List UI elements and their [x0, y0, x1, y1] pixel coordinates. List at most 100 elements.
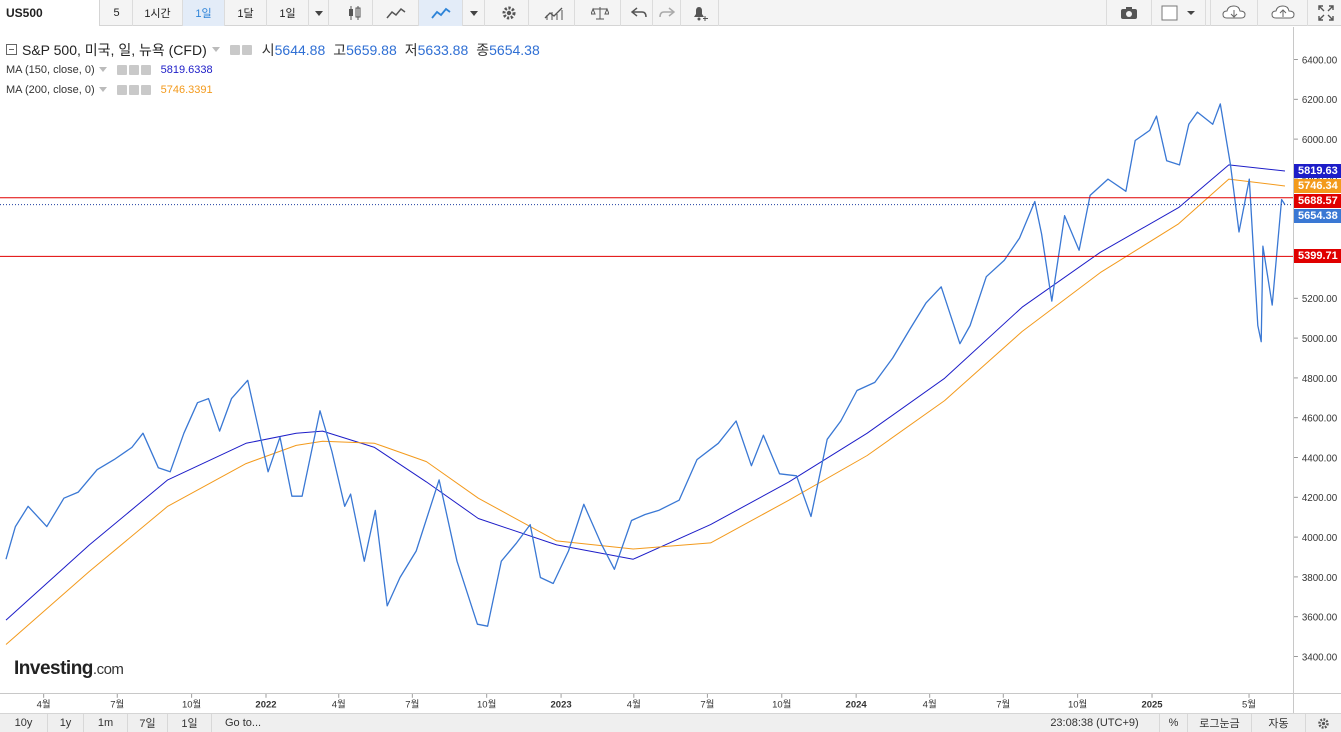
ma150-price-badge: 5819.63 [1294, 164, 1341, 179]
log-scale-toggle[interactable]: 로그눈금 [1188, 714, 1252, 732]
cloud-upload-icon[interactable] [1258, 0, 1308, 26]
ma200-value: 5746.3391 [160, 84, 213, 96]
toolbar: US500 5 1시간 1일 1달 1일 [0, 0, 1341, 26]
ma150-settings-icon[interactable] [128, 65, 139, 75]
y-tick-label: 4800.00 [1302, 374, 1338, 385]
hline-top-price-badge: 5688.57 [1294, 194, 1341, 209]
mountain-chart-icon[interactable] [373, 0, 419, 26]
ma200-visibility-icon[interactable] [116, 85, 127, 95]
symbol-input[interactable]: US500 [0, 0, 100, 26]
y-tick-label: 3800.00 [1302, 573, 1338, 584]
y-tick-label: 6400.00 [1302, 55, 1338, 66]
bottom-bar: 10y 1y 1m 7일 1일 Go to... 23:08:38 (UTC+9… [0, 713, 1341, 732]
axis-corner [1293, 693, 1341, 713]
collapse-box-icon[interactable] [6, 44, 18, 56]
range-7d-button[interactable]: 7일 [128, 714, 168, 732]
price-series-line[interactable] [5, 103, 1286, 627]
price-axis[interactable]: 3400.00 3600.00 3800.00 4000.00 4200.00 4400.… [1293, 27, 1341, 693]
instrument-title: S&P 500, 미국, 일, 뉴욕 (CFD) [22, 42, 207, 58]
range-1m-button[interactable]: 1m [84, 714, 128, 732]
x-tick-label: 4월 [627, 698, 641, 710]
percent-scale-toggle[interactable]: % [1160, 714, 1188, 732]
interval-chevron-down-icon[interactable] [309, 0, 329, 26]
y-tick-label: 4200.00 [1302, 493, 1338, 504]
close-label: 종 [476, 42, 490, 58]
x-tick-label: 2023 [551, 699, 572, 710]
hline-bottom-price-badge: 5399.71 [1294, 249, 1341, 264]
x-tick-label: 7월 [110, 698, 124, 710]
interval-1month-button[interactable]: 1달 [225, 0, 267, 26]
interval-dropdown-button[interactable]: 1일 [267, 0, 309, 26]
interval-1d-button[interactable]: 1일 [183, 0, 225, 26]
ma200-close-icon[interactable] [140, 85, 151, 95]
range-1y-button[interactable]: 1y [48, 714, 84, 732]
background-color-picker[interactable] [1152, 0, 1206, 26]
y-tick-label: 3600.00 [1302, 613, 1338, 624]
ma200-series-line[interactable] [5, 178, 1286, 645]
x-tick-label: 7월 [996, 698, 1010, 710]
ma150-visibility-icon[interactable] [116, 65, 127, 75]
redo-icon[interactable] [653, 0, 681, 26]
ma200-price-badge: 5746.34 [1294, 179, 1341, 194]
close-value: 5654.38 [489, 42, 540, 58]
legend-ma150-row: MA (150, close, 0) 5819.6338 [6, 60, 540, 80]
range-1d-button[interactable]: 1일 [168, 714, 212, 732]
goto-date-button[interactable]: Go to... [225, 717, 262, 729]
y-tick-label: 4600.00 [1302, 414, 1338, 425]
x-tick-label: 4월 [332, 698, 346, 710]
compare-scale-icon[interactable] [579, 0, 621, 26]
axis-settings-gear-icon[interactable] [1306, 714, 1341, 732]
y-tick-label: 6000.00 [1302, 135, 1338, 146]
visibility-icon[interactable] [241, 45, 252, 55]
last-price-badge: 5654.38 [1294, 209, 1341, 224]
ma150-chevron-down-icon[interactable] [98, 67, 109, 73]
interval-1h-button[interactable]: 1시간 [133, 0, 183, 26]
ma150-label: MA (150, close, 0) [6, 64, 95, 76]
y-tick-label: 4000.00 [1302, 533, 1338, 544]
clock-time: 23:08:38 (UTC+9) [1030, 714, 1160, 732]
x-tick-label: 2025 [1141, 699, 1163, 710]
x-tick-label: 7월 [700, 698, 714, 710]
y-tick-label: 5200.00 [1302, 294, 1338, 305]
price-chart[interactable] [0, 27, 1293, 693]
x-tick-label: 10월 [182, 698, 201, 710]
x-tick-label: 4월 [37, 698, 51, 710]
chart-type-chevron-down-icon[interactable] [463, 0, 485, 26]
y-tick-label: 3400.00 [1302, 652, 1338, 663]
title-chevron-down-icon[interactable] [211, 47, 222, 53]
legend-main-row: S&P 500, 미국, 일, 뉴욕 (CFD) 시 5644.88 고 565… [6, 40, 540, 60]
candlestick-chart-icon[interactable] [338, 0, 373, 26]
undo-icon[interactable] [625, 0, 653, 26]
ma200-chevron-down-icon[interactable] [98, 87, 109, 93]
x-tick-label: 2024 [846, 699, 868, 710]
open-label: 시 [261, 42, 275, 58]
x-tick-label: 10월 [1068, 698, 1087, 710]
x-tick-label: 5월 [1242, 698, 1256, 710]
low-value: 5633.88 [417, 42, 469, 58]
ma200-label: MA (200, close, 0) [6, 84, 95, 96]
x-tick-label: 4월 [923, 698, 937, 710]
x-tick-label: 10월 [772, 698, 791, 710]
cloud-download-icon[interactable] [1210, 0, 1258, 26]
ma150-close-icon[interactable] [140, 65, 151, 75]
camera-icon[interactable] [1106, 0, 1152, 26]
y-tick-label: 4400.00 [1302, 453, 1338, 464]
y-tick-label: 6200.00 [1302, 95, 1338, 106]
line-chart-icon[interactable] [419, 0, 463, 26]
fullscreen-icon[interactable] [1310, 0, 1341, 26]
ma200-settings-icon[interactable] [128, 85, 139, 95]
x-tick-label: 10월 [477, 698, 496, 710]
indicators-icon[interactable] [533, 0, 575, 26]
range-10y-button[interactable]: 10y [0, 714, 48, 732]
investing-logo: Investing.com [14, 658, 124, 680]
time-axis[interactable]: 4월 7월 10월 2022 4월 7월 10월 2023 4월 7월 10월 2024 4월 7월 10월… [0, 693, 1293, 713]
auto-scale-toggle[interactable]: 자동 [1252, 714, 1306, 732]
gear-icon[interactable] [489, 0, 529, 26]
low-label: 저 [404, 42, 418, 58]
interval-5-button[interactable]: 5 [101, 0, 133, 26]
settings-icon[interactable] [229, 45, 240, 55]
alert-bell-icon[interactable] [681, 0, 719, 26]
ma150-series-line[interactable] [5, 164, 1286, 621]
chart-legend: S&P 500, 미국, 일, 뉴욕 (CFD) 시 5644.88 고 565… [6, 40, 540, 100]
